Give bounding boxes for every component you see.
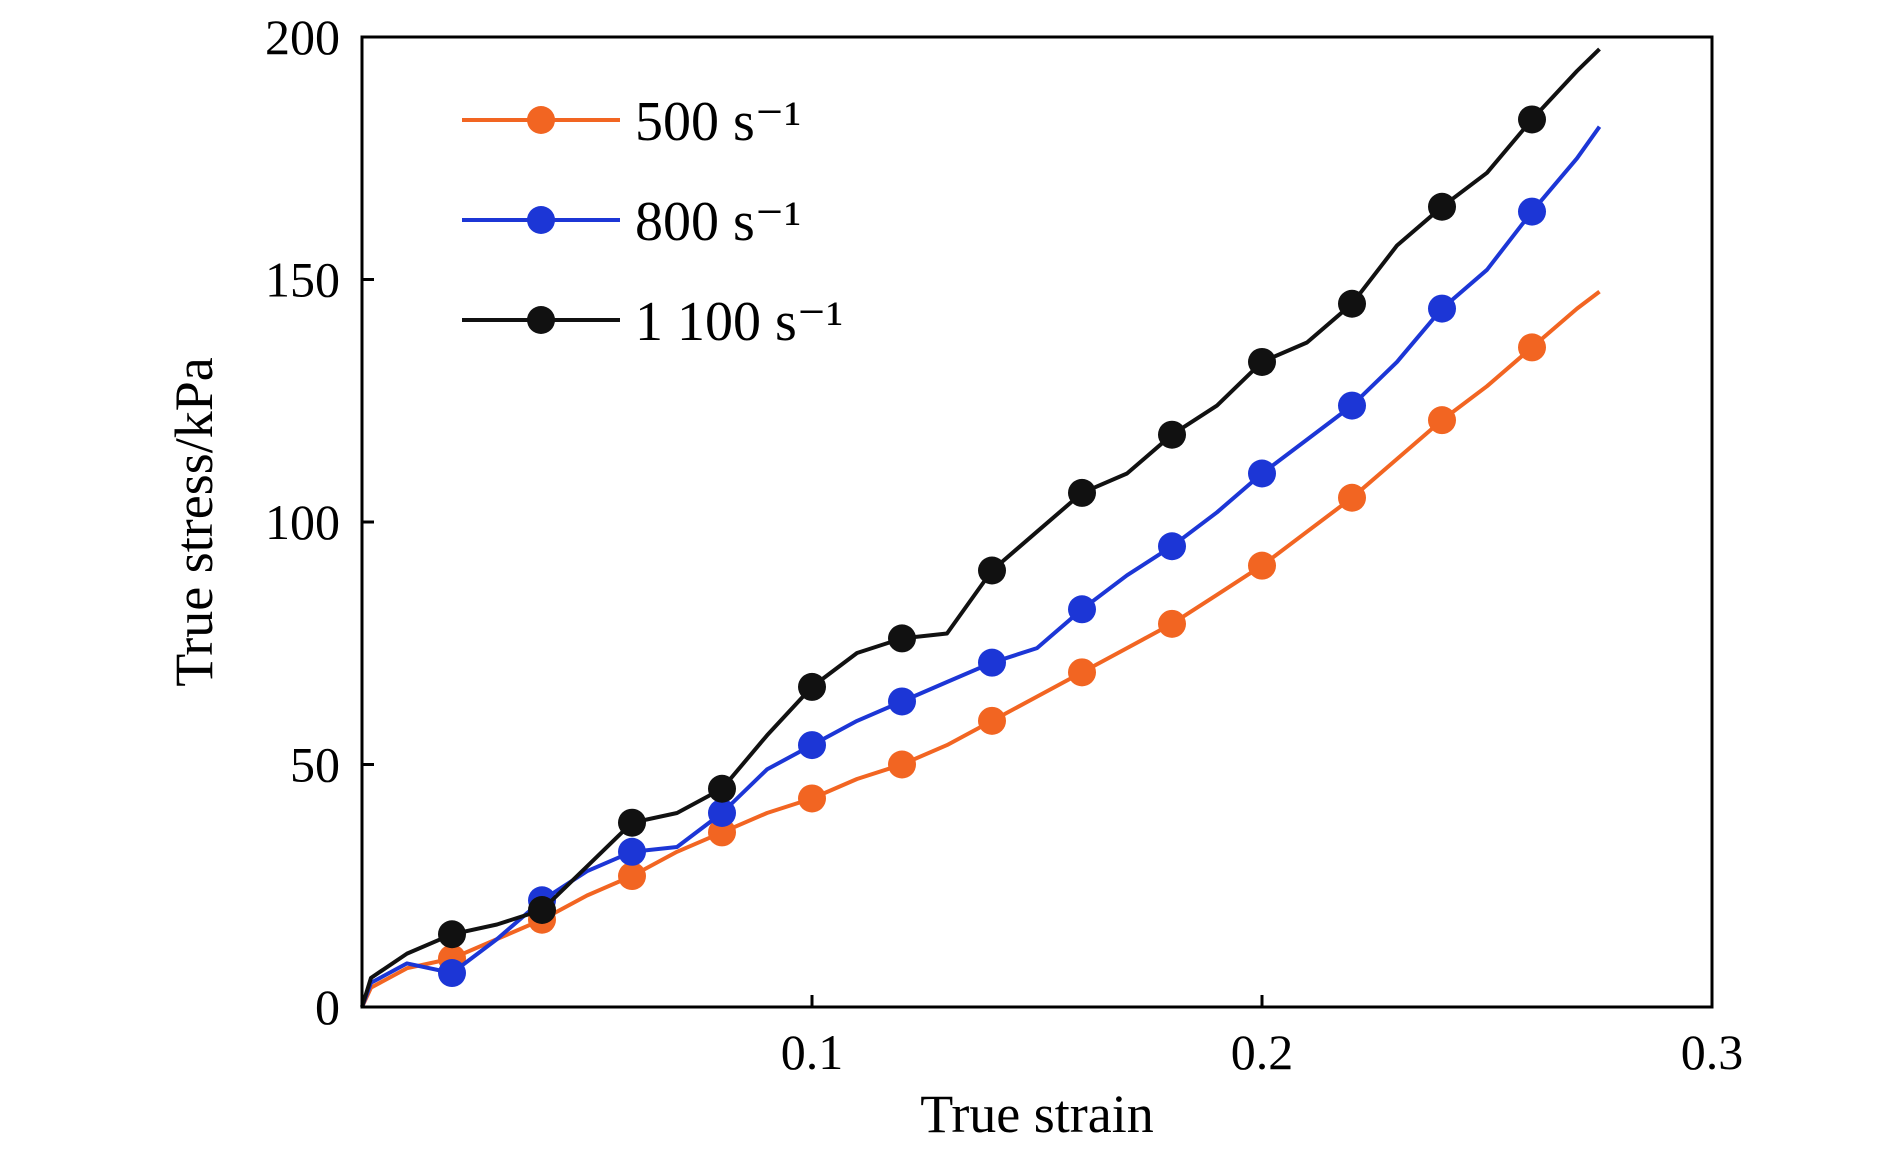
ticks-layer: 0.1 0.2 0.3 0 50 100 150 200 <box>265 9 1743 1080</box>
legend-label: 800 s⁻¹ <box>635 191 801 253</box>
legend-entry-0: 500 s⁻¹ <box>462 91 801 153</box>
data-point <box>978 556 1006 585</box>
data-point <box>1158 532 1186 561</box>
data-point <box>1338 391 1366 420</box>
data-point <box>1068 658 1096 687</box>
data-point <box>1338 483 1366 512</box>
data-point <box>618 862 646 891</box>
data-point <box>888 624 916 653</box>
data-point <box>708 774 736 803</box>
data-point <box>888 750 916 779</box>
series-line-2 <box>360 47 1601 1008</box>
y-tick-label: 50 <box>290 737 340 793</box>
x-tick-label: 0.1 <box>781 1024 844 1080</box>
y-axis-label: True stress/kPa <box>164 357 224 687</box>
data-point <box>978 706 1006 735</box>
data-point <box>798 731 826 760</box>
data-point <box>1248 551 1276 580</box>
data-point <box>978 648 1006 677</box>
legend-label: 500 s⁻¹ <box>635 91 801 153</box>
x-axis-label: True strain <box>920 1084 1154 1144</box>
legend-swatch-marker <box>527 106 555 134</box>
y-tick-label: 200 <box>265 9 340 65</box>
legend-swatch-marker <box>527 306 555 334</box>
data-point <box>438 959 466 988</box>
data-point <box>1428 294 1456 323</box>
legend-entry-2: 1 100 s⁻¹ <box>462 291 843 353</box>
y-tick-label: 0 <box>315 979 340 1035</box>
y-tick-label: 150 <box>265 252 340 308</box>
data-point <box>708 818 736 847</box>
data-point <box>1248 459 1276 488</box>
data-point <box>528 896 556 924</box>
series-0 <box>360 290 1601 1008</box>
series-layer <box>360 47 1602 1008</box>
data-point <box>1158 420 1186 449</box>
data-point <box>1068 478 1096 507</box>
legend: 500 s⁻¹ 800 s⁻¹ 1 100 s⁻¹ <box>462 91 843 353</box>
series-2 <box>360 47 1601 1008</box>
data-point <box>1518 105 1546 134</box>
data-point <box>618 808 646 837</box>
data-point <box>888 687 916 716</box>
data-point <box>1518 333 1546 362</box>
data-point <box>1158 609 1186 638</box>
data-point <box>1518 197 1546 226</box>
legend-label: 1 100 s⁻¹ <box>635 291 843 353</box>
data-point <box>1338 289 1366 318</box>
plot-frame <box>360 35 1714 1009</box>
data-point <box>1428 406 1456 435</box>
x-tick-label: 0.3 <box>1681 1024 1744 1080</box>
data-point <box>1248 347 1276 376</box>
data-point <box>1428 192 1456 221</box>
x-tick-label: 0.2 <box>1231 1024 1294 1080</box>
y-tick-label: 100 <box>265 494 340 550</box>
legend-swatch-marker <box>527 206 555 234</box>
legend-entry-1: 800 s⁻¹ <box>462 191 801 253</box>
data-point <box>708 799 736 827</box>
data-point <box>438 920 466 949</box>
data-point <box>798 672 826 701</box>
data-point <box>618 837 646 866</box>
data-point <box>1068 595 1096 624</box>
data-point <box>798 784 826 813</box>
